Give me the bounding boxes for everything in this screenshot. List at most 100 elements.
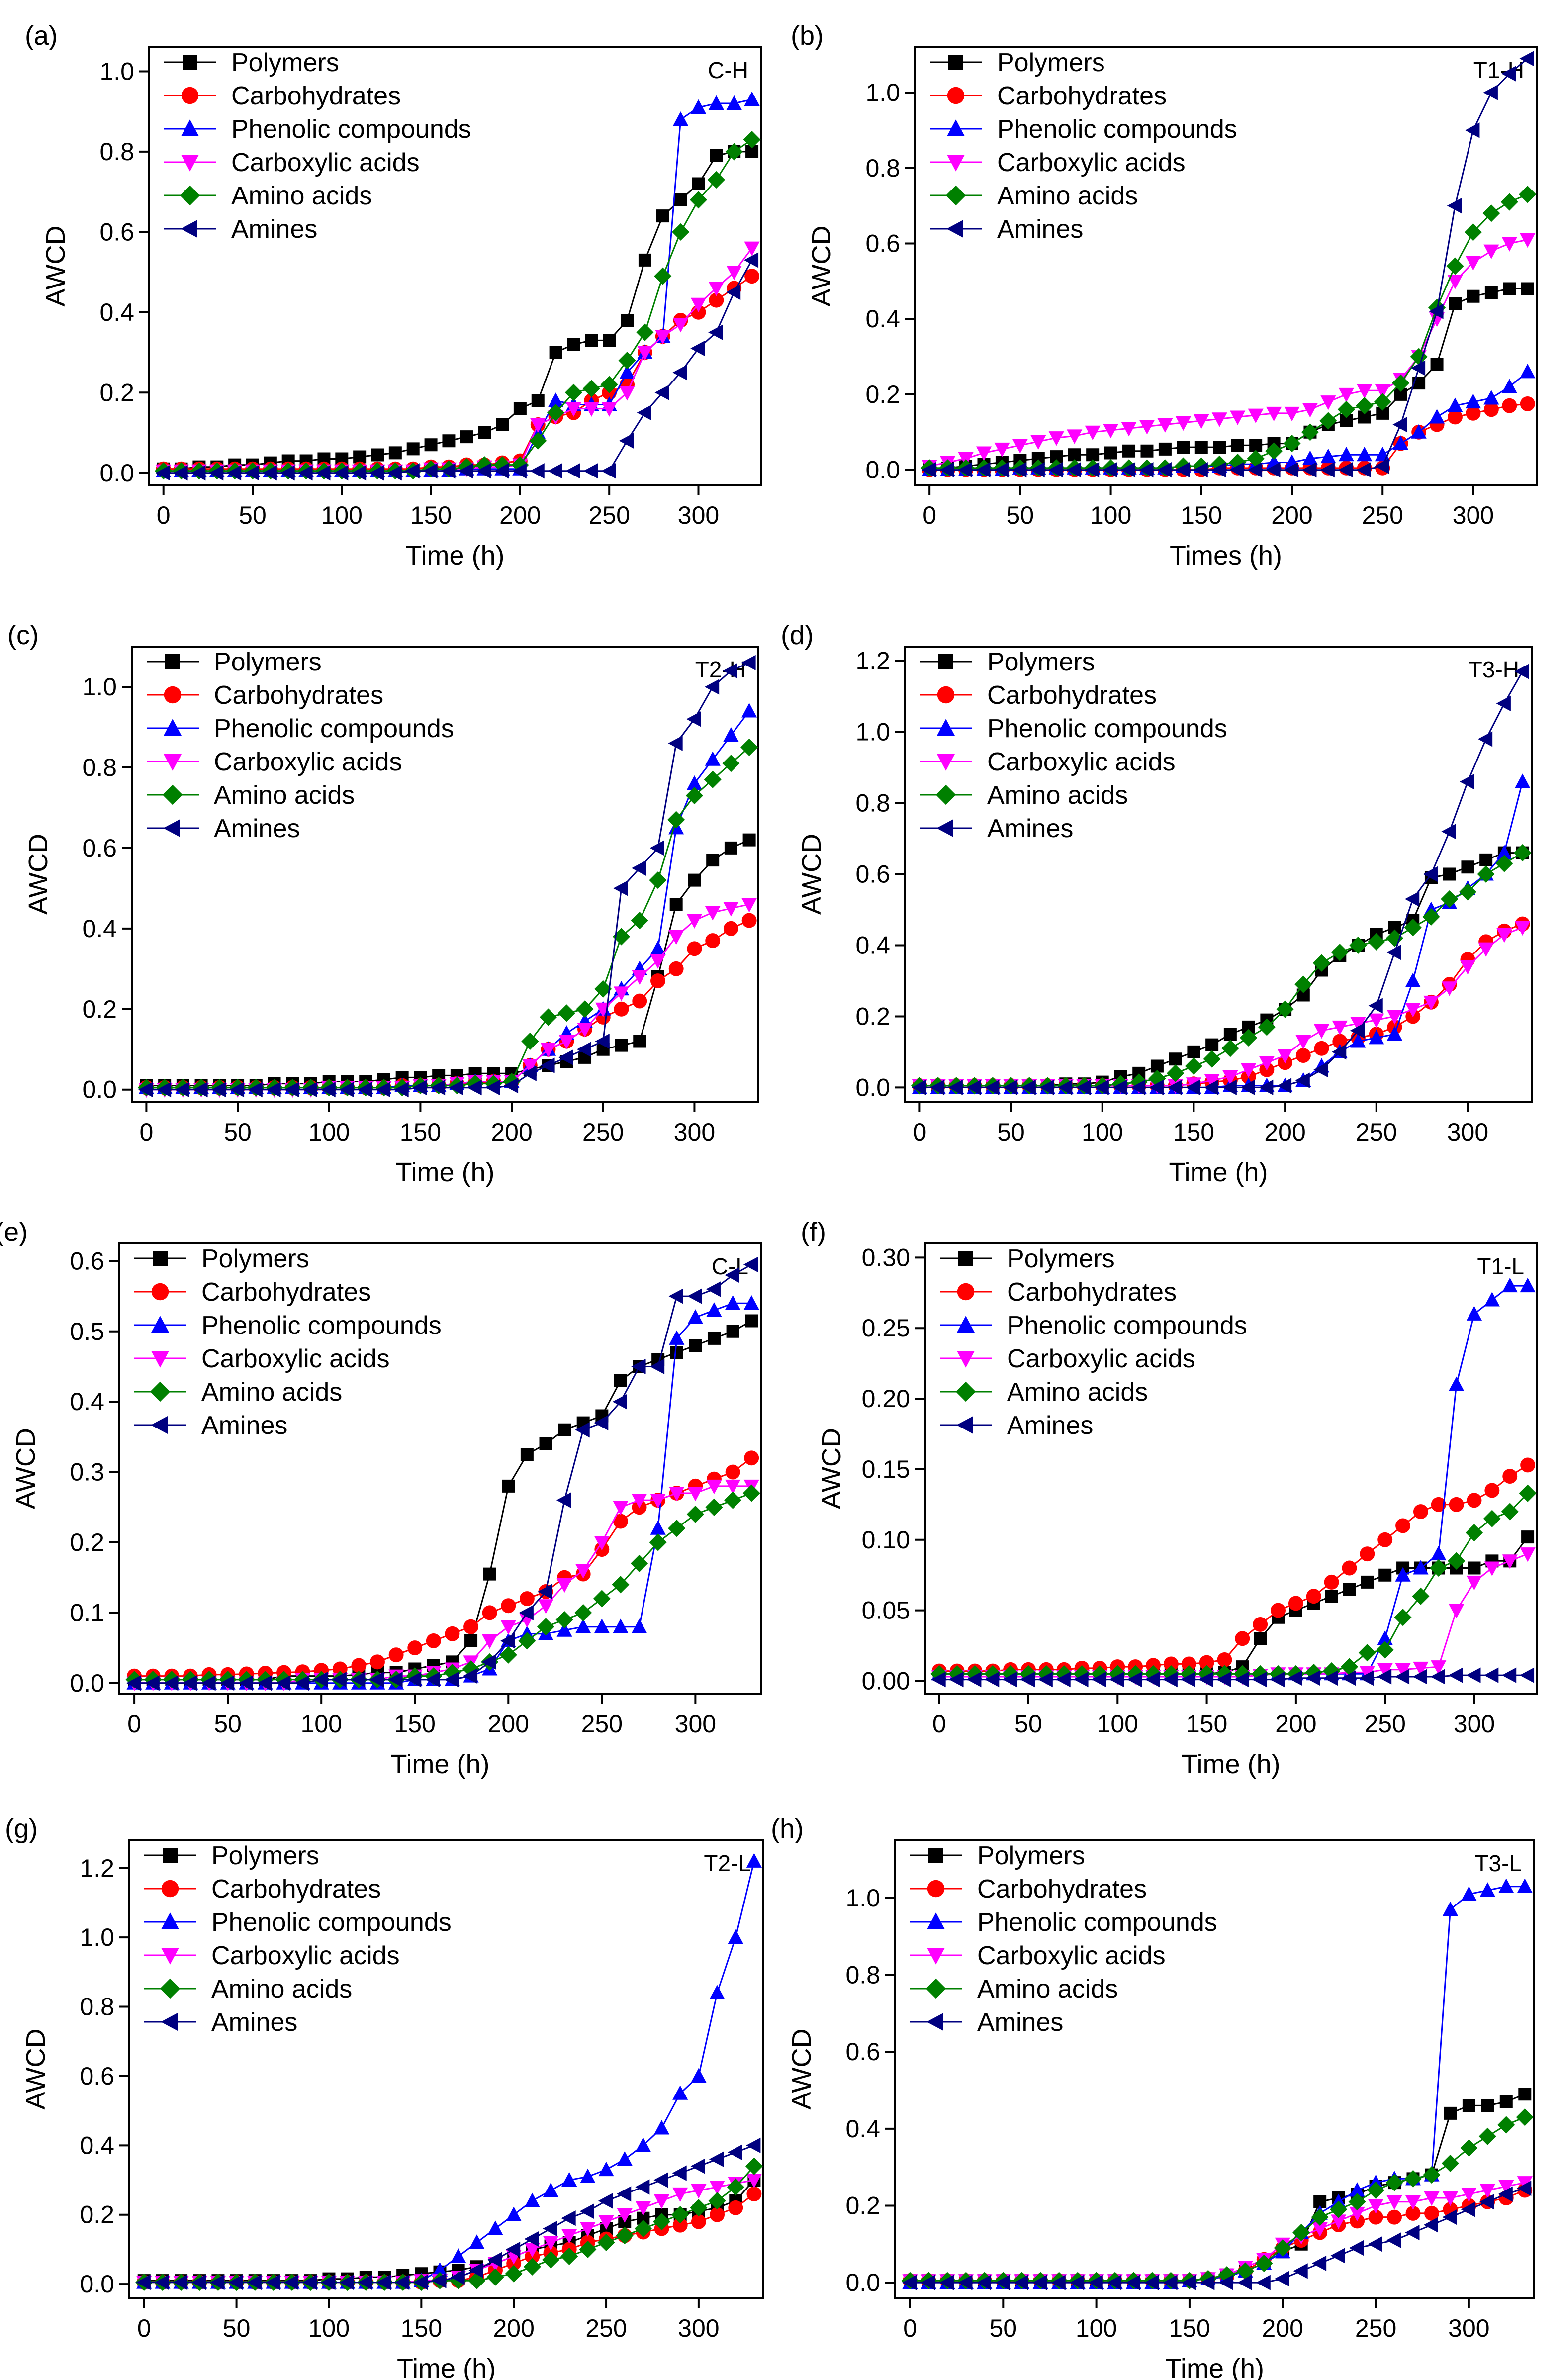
data-point <box>725 1295 741 1310</box>
data-point <box>744 241 760 256</box>
data-point <box>1331 944 1349 961</box>
x-tick-label: 50 <box>224 1118 252 1146</box>
data-point <box>1442 2209 1457 2225</box>
data-point <box>138 1082 153 1098</box>
data-point <box>1503 282 1516 295</box>
legend-marker <box>957 1316 975 1333</box>
y-tick-label: 0.20 <box>862 1385 910 1413</box>
legend-marker <box>151 1416 168 1434</box>
data-point <box>1410 360 1426 376</box>
legend-marker <box>947 87 965 104</box>
series-carbohydrates <box>127 1450 759 1684</box>
data-point <box>723 921 738 936</box>
data-point <box>371 448 384 462</box>
data-point <box>1030 435 1046 450</box>
data-point <box>1465 256 1481 271</box>
data-point <box>601 463 616 479</box>
data-point <box>672 2085 688 2100</box>
legend-label: Carbohydrates <box>977 1875 1147 1904</box>
series-line <box>929 58 1528 471</box>
legend-label: Phenolic compounds <box>987 714 1227 743</box>
y-tick-label: 0.5 <box>70 1318 104 1345</box>
data-point <box>1242 1020 1255 1034</box>
data-point <box>686 775 703 790</box>
data-point <box>1500 193 1518 211</box>
data-point <box>280 465 295 481</box>
data-point <box>1200 2275 1215 2290</box>
data-point <box>441 463 456 479</box>
data-point <box>994 462 1009 478</box>
data-point <box>668 1520 686 1537</box>
data-point <box>726 266 742 281</box>
data-point <box>1332 1034 1348 1049</box>
data-point <box>653 2172 668 2188</box>
x-tick-label: 50 <box>997 1118 1025 1146</box>
data-point <box>725 1267 739 1283</box>
data-point <box>1498 1878 1514 1893</box>
legend-marker <box>945 185 966 206</box>
legend-label: Carbohydrates <box>987 681 1157 710</box>
data-point <box>1139 420 1155 435</box>
data-point <box>228 2275 243 2290</box>
x-tick-label: 50 <box>223 2314 251 2342</box>
data-point <box>1502 1469 1518 1484</box>
x-axis-label: Time (h) <box>1169 1157 1268 1187</box>
data-point <box>248 1082 263 1098</box>
legend-label: Polymers <box>1007 1244 1115 1273</box>
legend-label: Carbohydrates <box>214 681 383 710</box>
data-point <box>704 770 722 788</box>
data-point <box>1012 439 1028 454</box>
x-tick-label: 250 <box>582 1118 624 1146</box>
data-point <box>1385 2174 1403 2191</box>
data-point <box>1429 409 1445 424</box>
data-point <box>1320 448 1336 464</box>
data-point <box>1002 1672 1017 1688</box>
data-point <box>723 727 739 742</box>
legend-marker <box>151 1351 169 1368</box>
data-point <box>598 2161 614 2177</box>
data-point <box>1442 981 1458 996</box>
data-point <box>558 1049 573 1065</box>
series-line <box>146 903 749 1091</box>
legend-label: Polymers <box>231 48 339 77</box>
data-point <box>164 1675 179 1691</box>
data-point <box>672 2217 688 2233</box>
y-tick-label: 1.0 <box>865 79 900 106</box>
data-point <box>1088 2275 1103 2290</box>
y-tick-label: 0.4 <box>80 2131 114 2159</box>
legend-label: Amines <box>1007 1411 1093 1440</box>
data-point <box>284 1082 299 1098</box>
data-point <box>621 313 634 327</box>
data-point <box>741 898 757 913</box>
data-point <box>1121 422 1137 437</box>
data-point <box>1340 414 1353 428</box>
data-point <box>1295 1048 1311 1063</box>
data-point <box>1109 1672 1124 1688</box>
data-point <box>548 463 562 479</box>
data-point <box>603 334 616 347</box>
series-amino-acids <box>125 1484 760 1689</box>
data-point <box>369 1672 384 1688</box>
data-point <box>1092 1672 1106 1688</box>
data-point <box>743 131 761 149</box>
data-point <box>1518 2088 1532 2101</box>
data-point <box>618 352 636 370</box>
data-point <box>1368 933 1385 951</box>
y-tick-label: 0.4 <box>845 2115 880 2143</box>
data-point <box>706 1479 722 1495</box>
data-point <box>1294 975 1312 993</box>
legend-label: Amino acids <box>987 781 1128 810</box>
data-point <box>1312 2222 1328 2237</box>
data-point <box>1449 1497 1464 1512</box>
data-point <box>1377 1532 1393 1547</box>
x-tick-label: 300 <box>678 2314 719 2342</box>
legend-marker <box>183 55 197 70</box>
y-tick-label: 0.2 <box>82 995 117 1023</box>
data-point <box>617 2208 633 2223</box>
series-carboxylic-acids <box>138 898 757 1098</box>
series-line <box>134 1264 752 1684</box>
legend-marker <box>935 784 956 805</box>
x-axis-label: Times (h) <box>1170 541 1282 571</box>
data-point <box>1313 954 1331 972</box>
data-point <box>543 2236 559 2251</box>
